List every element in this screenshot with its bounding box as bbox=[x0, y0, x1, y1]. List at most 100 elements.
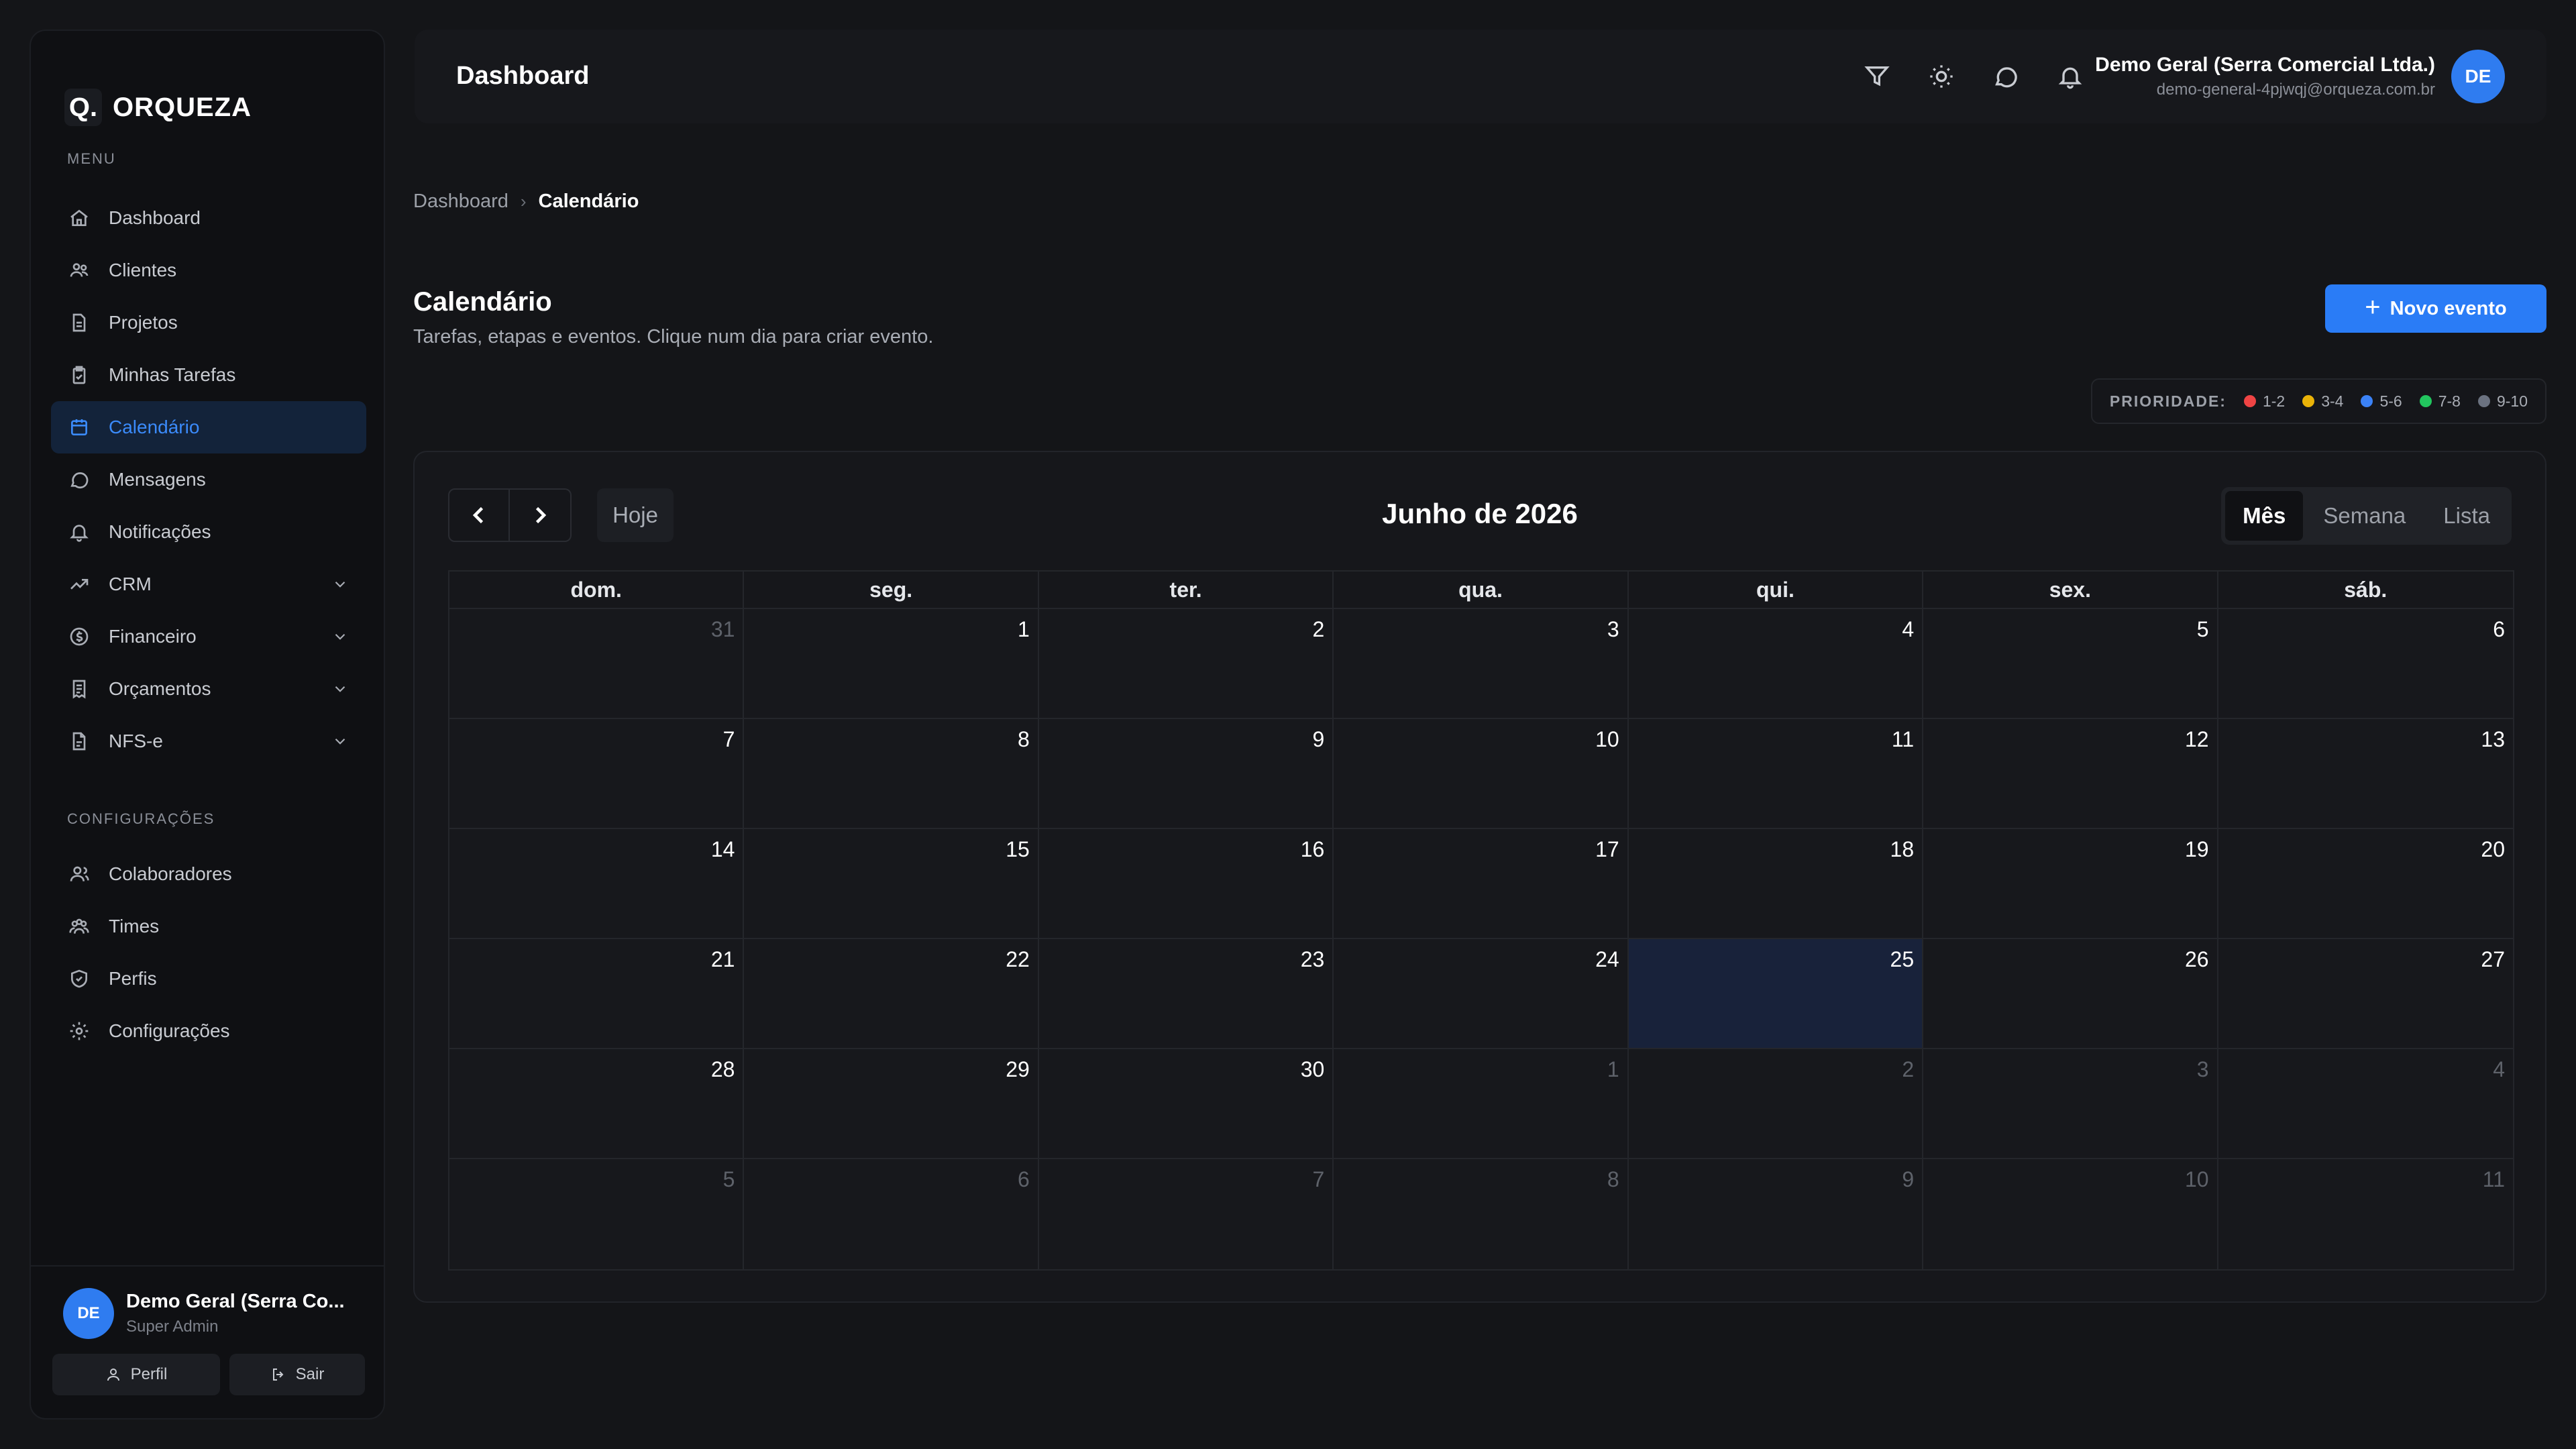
sidebar-item-calend-rio[interactable]: Calendário bbox=[51, 401, 366, 453]
chat-icon bbox=[1995, 67, 2017, 88]
day-number: 8 bbox=[1018, 727, 1030, 751]
calendar-day[interactable]: 4 bbox=[2218, 1049, 2513, 1159]
month-title: Junho de 2026 bbox=[1382, 498, 1578, 529]
sidebar-item-clientes[interactable]: Clientes bbox=[51, 244, 366, 297]
view-toggle: Mês Semana Lista bbox=[2221, 487, 2512, 545]
receipt-icon bbox=[72, 680, 86, 699]
sidebar-item-or-amentos[interactable]: Orçamentos bbox=[51, 663, 366, 715]
messages-button[interactable] bbox=[1992, 63, 2019, 90]
sidebar-item-configura-es[interactable]: Configurações bbox=[51, 1005, 366, 1057]
calendar-day[interactable]: 7 bbox=[1038, 1159, 1334, 1269]
calendar-day[interactable]: 26 bbox=[1923, 939, 2218, 1049]
sidebar-item-projetos[interactable]: Projetos bbox=[51, 297, 366, 349]
sidebar-item-label: Colaboradores bbox=[109, 863, 232, 884]
calendar-day[interactable]: 19 bbox=[1923, 829, 2218, 939]
logout-icon bbox=[272, 1368, 284, 1381]
calendar-day[interactable]: 1 bbox=[744, 609, 1039, 719]
calendar-day[interactable]: 29 bbox=[744, 1049, 1039, 1159]
dollar-icon bbox=[70, 627, 89, 646]
calendar-day[interactable]: 4 bbox=[1628, 609, 1924, 719]
day-number: 8 bbox=[1607, 1167, 1619, 1191]
calendar-day[interactable]: 1 bbox=[1334, 1049, 1629, 1159]
prev-month-button[interactable] bbox=[448, 488, 510, 542]
sidebar-item-perfis[interactable]: Perfis bbox=[51, 953, 366, 1005]
chevron-down-icon bbox=[335, 686, 345, 692]
sidebar-item-crm[interactable]: CRM bbox=[51, 558, 366, 610]
calendar-day[interactable]: 8 bbox=[744, 719, 1039, 829]
filter-button[interactable] bbox=[1864, 63, 1890, 90]
calendar-day[interactable]: 2 bbox=[1628, 1049, 1924, 1159]
calendar-day-today[interactable]: 25 bbox=[1628, 939, 1924, 1049]
config-section-label: CONFIGURAÇÕES bbox=[67, 810, 215, 827]
calendar-day[interactable]: 10 bbox=[1923, 1159, 2218, 1269]
sidebar-item-financeiro[interactable]: Financeiro bbox=[51, 610, 366, 663]
view-week-button[interactable]: Semana bbox=[2323, 503, 2406, 528]
calendar-day[interactable]: 27 bbox=[2218, 939, 2513, 1049]
sidebar-item-label: Minhas Tarefas bbox=[109, 364, 236, 385]
sidebar-item-label: Configurações bbox=[109, 1020, 230, 1041]
logo[interactable]: Q. ORQUEZA bbox=[64, 89, 252, 126]
theme-toggle-button[interactable] bbox=[1928, 63, 1955, 90]
calendar-day[interactable]: 11 bbox=[1628, 719, 1924, 829]
profile-button[interactable]: Perfil bbox=[52, 1354, 220, 1395]
calendar-day[interactable]: 7 bbox=[449, 719, 745, 829]
breadcrumb-parent[interactable]: Dashboard bbox=[413, 191, 508, 212]
calendar-day[interactable]: 3 bbox=[1923, 1049, 2218, 1159]
calendar-day[interactable]: 9 bbox=[1628, 1159, 1924, 1269]
calendar-day[interactable]: 21 bbox=[449, 939, 745, 1049]
calendar-day[interactable]: 6 bbox=[744, 1159, 1039, 1269]
sidebar-item-dashboard[interactable]: Dashboard bbox=[51, 192, 366, 244]
calendar-day[interactable]: 14 bbox=[449, 829, 745, 939]
calendar-day[interactable]: 24 bbox=[1334, 939, 1629, 1049]
avatar[interactable]: DE bbox=[63, 1288, 114, 1339]
bell-icon bbox=[2058, 67, 2082, 89]
calendar-day[interactable]: 30 bbox=[1038, 1049, 1334, 1159]
calendar-day[interactable]: 23 bbox=[1038, 939, 1334, 1049]
calendar-day[interactable]: 6 bbox=[2218, 609, 2513, 719]
chevron-down-icon bbox=[335, 633, 345, 640]
priority-item: 9-10 bbox=[2477, 392, 2528, 411]
calendar-day[interactable]: 15 bbox=[744, 829, 1039, 939]
day-number: 30 bbox=[1300, 1057, 1325, 1081]
sidebar-item-colaboradores[interactable]: Colaboradores bbox=[51, 848, 366, 900]
calendar-day[interactable]: 3 bbox=[1334, 609, 1629, 719]
calendar-day[interactable]: 18 bbox=[1628, 829, 1924, 939]
calendar-day[interactable]: 8 bbox=[1334, 1159, 1629, 1269]
calendar-day[interactable]: 31 bbox=[449, 609, 745, 719]
day-number: 6 bbox=[2493, 617, 2505, 641]
weekday-label: qui. bbox=[1629, 572, 1924, 608]
calendar-day[interactable]: 2 bbox=[1038, 609, 1334, 719]
sidebar-item-nfs-e[interactable]: NFS-e bbox=[51, 715, 366, 767]
calendar-day[interactable]: 9 bbox=[1038, 719, 1334, 829]
calendar-day[interactable]: 5 bbox=[1923, 609, 2218, 719]
sidebar-item-mensagens[interactable]: Mensagens bbox=[51, 453, 366, 506]
sidebar-item-notifica-es[interactable]: Notificações bbox=[51, 506, 366, 558]
logout-button[interactable]: Sair bbox=[229, 1354, 365, 1395]
priority-dot bbox=[2302, 395, 2315, 407]
calendar-day[interactable]: 11 bbox=[2218, 1159, 2513, 1269]
calendar-day[interactable]: 12 bbox=[1923, 719, 2218, 829]
calendar-day[interactable]: 10 bbox=[1334, 719, 1629, 829]
header-user-email: demo-general-4pjwqj@orqueza.com.br bbox=[2156, 80, 2435, 99]
sidebar-item-times[interactable]: Times bbox=[51, 900, 366, 953]
view-month-button[interactable]: Mês bbox=[2225, 491, 2304, 541]
today-button[interactable]: Hoje bbox=[597, 488, 674, 542]
day-number: 25 bbox=[1890, 947, 1915, 971]
next-month-button[interactable] bbox=[510, 488, 572, 542]
calendar-day[interactable]: 28 bbox=[449, 1049, 745, 1159]
view-list-button[interactable]: Lista bbox=[2443, 503, 2490, 528]
calendar-day[interactable]: 22 bbox=[744, 939, 1039, 1049]
header-avatar[interactable]: DE bbox=[2451, 50, 2505, 103]
day-number: 16 bbox=[1300, 837, 1325, 861]
file-icon bbox=[72, 313, 86, 332]
calendar-day[interactable]: 17 bbox=[1334, 829, 1629, 939]
calendar-day[interactable]: 20 bbox=[2218, 829, 2513, 939]
calendar-day[interactable]: 16 bbox=[1038, 829, 1334, 939]
new-event-button[interactable]: + Novo evento bbox=[2325, 284, 2546, 333]
weekday-header: dom. seg. ter. qua. qui. sex. sáb. bbox=[449, 572, 2513, 609]
sidebar-item-minhas-tarefas[interactable]: Minhas Tarefas bbox=[51, 349, 366, 401]
calendar-day[interactable]: 5 bbox=[449, 1159, 745, 1269]
notifications-button[interactable] bbox=[2057, 63, 2084, 90]
weekday-label: sex. bbox=[1923, 572, 2218, 608]
calendar-day[interactable]: 13 bbox=[2218, 719, 2513, 829]
